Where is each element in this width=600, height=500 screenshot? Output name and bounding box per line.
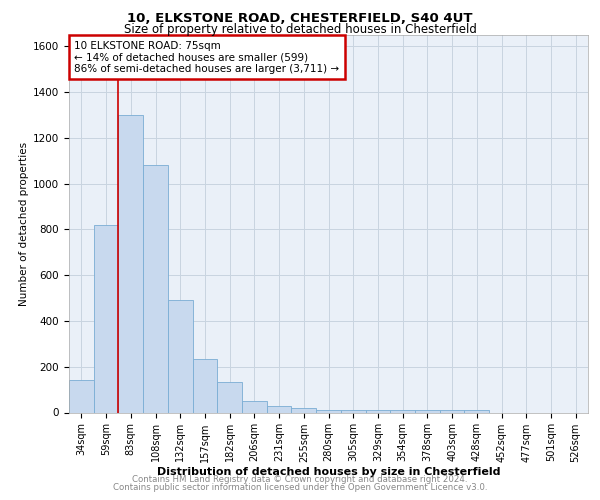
- Bar: [415, 410, 440, 412]
- Bar: [316, 410, 341, 412]
- Y-axis label: Number of detached properties: Number of detached properties: [19, 142, 29, 306]
- Bar: [292, 408, 316, 412]
- Bar: [193, 358, 217, 412]
- Bar: [365, 410, 390, 412]
- Bar: [341, 410, 365, 412]
- Text: Contains HM Land Registry data © Crown copyright and database right 2024.: Contains HM Land Registry data © Crown c…: [132, 475, 468, 484]
- Bar: [242, 401, 267, 412]
- Text: 10, ELKSTONE ROAD, CHESTERFIELD, S40 4UT: 10, ELKSTONE ROAD, CHESTERFIELD, S40 4UT: [127, 12, 473, 26]
- Bar: [390, 410, 415, 412]
- Bar: [440, 410, 464, 412]
- Text: Contains public sector information licensed under the Open Government Licence v3: Contains public sector information licen…: [113, 483, 487, 492]
- Bar: [143, 166, 168, 412]
- Bar: [69, 380, 94, 412]
- Bar: [94, 225, 118, 412]
- Bar: [168, 300, 193, 412]
- Text: 10 ELKSTONE ROAD: 75sqm
← 14% of detached houses are smaller (599)
86% of semi-d: 10 ELKSTONE ROAD: 75sqm ← 14% of detache…: [74, 40, 340, 74]
- Bar: [267, 406, 292, 412]
- Bar: [217, 382, 242, 412]
- Text: Size of property relative to detached houses in Chesterfield: Size of property relative to detached ho…: [124, 22, 476, 36]
- Bar: [118, 115, 143, 412]
- Bar: [464, 410, 489, 412]
- X-axis label: Distribution of detached houses by size in Chesterfield: Distribution of detached houses by size …: [157, 468, 500, 477]
